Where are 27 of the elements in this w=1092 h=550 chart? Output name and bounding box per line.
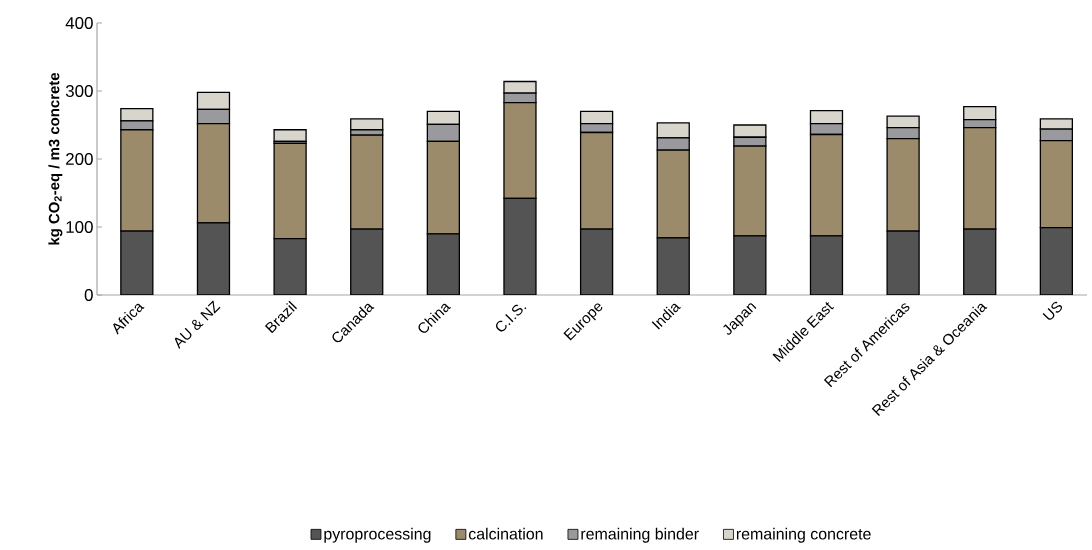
legend-label: pyroprocessing bbox=[324, 527, 431, 543]
bar bbox=[196, 222, 231, 295]
bar bbox=[120, 230, 154, 295]
legend-label: calcination bbox=[468, 527, 543, 540]
y-tick-label: 400 bbox=[65, 17, 93, 29]
bar bbox=[1039, 227, 1074, 295]
bar bbox=[350, 228, 384, 295]
legend-label: remaining binder bbox=[581, 527, 699, 543]
x-tick-label: AU & NZ bbox=[174, 300, 221, 349]
bar bbox=[426, 233, 460, 295]
y-tick-label: 200 bbox=[66, 153, 93, 165]
bar bbox=[579, 228, 614, 295]
bar bbox=[350, 118, 384, 131]
x-tick-label: US bbox=[1042, 301, 1063, 320]
y-tick-label: 0 bbox=[84, 289, 93, 301]
bar bbox=[273, 129, 307, 142]
y-axis-title: kg CO$_{2}$-eq / m3 concrete bbox=[48, 72, 63, 245]
y-tick-label: 300 bbox=[65, 85, 93, 97]
bar bbox=[273, 237, 307, 295]
legend-label: remaining concrete bbox=[736, 527, 871, 543]
bar bbox=[503, 197, 537, 295]
bar bbox=[886, 230, 920, 295]
bar bbox=[809, 235, 844, 295]
bar bbox=[963, 228, 997, 295]
bar bbox=[733, 235, 767, 295]
bar bbox=[656, 237, 690, 295]
y-tick-label: 100 bbox=[66, 221, 93, 233]
